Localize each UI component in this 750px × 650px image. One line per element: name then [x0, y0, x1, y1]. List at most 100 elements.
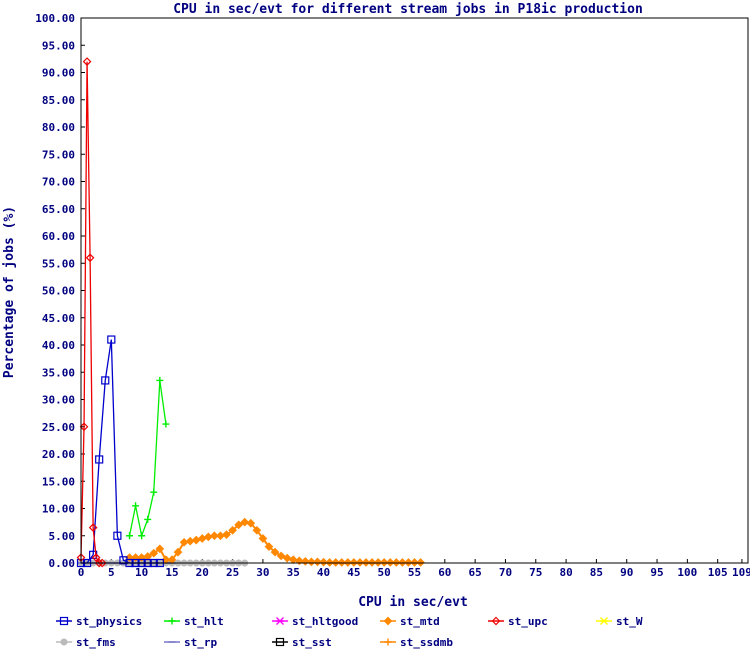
- y-tick-label: 100.00: [35, 12, 75, 25]
- st_mtd-point: [270, 547, 280, 557]
- st_mtd-point: [325, 558, 334, 567]
- st_mtd-point: [185, 536, 195, 546]
- st_mtd-point: [385, 558, 395, 567]
- y-tick-label: 35.00: [42, 366, 75, 379]
- x-tick-label: 20: [196, 566, 209, 579]
- st_physics-point: [95, 455, 104, 464]
- legend-label: st_upc: [508, 615, 548, 628]
- y-tick-label: 50.00: [42, 285, 75, 298]
- st_upc-point: [85, 253, 95, 263]
- x-tick-label: 70: [499, 566, 512, 579]
- st_mtd-point: [222, 530, 231, 540]
- st_mtd-point: [355, 558, 365, 567]
- st_mtd-point: [361, 558, 371, 567]
- y-tick-label: 70.00: [42, 176, 75, 189]
- legend-label: st_rp: [184, 636, 217, 649]
- legend-item-st_mtd: st_mtd: [380, 615, 440, 628]
- x-axis-label: CPU in sec/evt: [358, 595, 468, 610]
- st_physics-point: [107, 335, 116, 344]
- st_hlt-point: [162, 420, 170, 428]
- st_mtd-point: [391, 558, 401, 567]
- y-axis-label: Percentage of jobs (%): [2, 206, 17, 378]
- st_mtd-point: [149, 548, 159, 558]
- y-tick-label: 40.00: [42, 339, 75, 352]
- series-st_upc: [76, 57, 107, 568]
- legend-marker: [276, 617, 284, 625]
- legend-item-st_rp: st_rp: [164, 636, 217, 649]
- x-tick-label: 85: [590, 566, 603, 579]
- legend-marker: [600, 617, 608, 625]
- st_mtd-point: [191, 535, 201, 545]
- st_hlt-point: [132, 502, 140, 510]
- y-tick-label: 85.00: [42, 94, 75, 107]
- y-tick-label: 25.00: [42, 421, 75, 434]
- legend-item-st_hltgood: st_hltgood: [272, 615, 358, 628]
- legend-label: st_physics: [76, 615, 142, 628]
- st_upc-point: [79, 422, 89, 432]
- series-st_hlt: [126, 376, 170, 540]
- st_mtd-point: [203, 532, 213, 542]
- x-tick-label: 10: [135, 566, 148, 579]
- st_mtd-point: [246, 518, 256, 528]
- x-tick-label: 60: [438, 566, 451, 579]
- st_mtd-point: [343, 558, 353, 567]
- legend-label: st_hlt: [184, 615, 224, 628]
- x-tick-label: 95: [650, 566, 663, 579]
- legend-marker: [383, 616, 393, 626]
- st_mtd-point: [307, 557, 316, 567]
- legend-item-st_sst: st_sst: [272, 636, 332, 649]
- x-tick-label: 0: [78, 566, 85, 579]
- legend-label: st_mtd: [400, 615, 440, 628]
- legend-marker: [60, 638, 68, 646]
- st_mtd-point: [252, 525, 262, 535]
- st_mtd-point: [228, 525, 237, 535]
- st_mtd-point: [379, 558, 389, 567]
- y-tick-label: 45.00: [42, 312, 75, 325]
- legend: st_physics st_hlt st_hltgood st_mtd st_upc st…: [56, 615, 643, 649]
- st_mtd-point: [349, 558, 359, 567]
- st_upc-point: [88, 523, 98, 532]
- legend-item-st_hlt: st_hlt: [164, 615, 224, 628]
- y-tick-label: 95.00: [42, 39, 75, 52]
- legend-label: st_sst: [292, 636, 332, 649]
- st_mtd-point: [240, 517, 250, 527]
- st_mtd-point: [367, 558, 377, 567]
- y-tick-label: 80.00: [42, 121, 75, 134]
- legend-item-st_fms: st_fms: [56, 636, 116, 649]
- st_mtd-point: [173, 547, 183, 557]
- legend-item-st_W: st_W: [596, 615, 643, 628]
- st_mtd-point: [258, 534, 268, 543]
- x-tick-label: 100: [677, 566, 697, 579]
- st_mtd-point: [319, 557, 328, 567]
- x-tick-label: 105: [708, 566, 728, 579]
- st_mtd-point: [155, 544, 165, 554]
- chart-title: CPU in sec/evt for different stream jobs…: [173, 2, 643, 17]
- st_upc-point: [94, 558, 104, 568]
- y-tick-label: 30.00: [42, 394, 75, 407]
- st_mtd-point: [337, 558, 347, 567]
- st_mtd-point: [331, 558, 341, 567]
- st_upc-point: [97, 558, 107, 568]
- x-tick-label: 15: [165, 566, 178, 579]
- st_mtd-point: [373, 558, 383, 567]
- x-tick-label: 40: [317, 566, 330, 579]
- x-tick-label: 5: [108, 566, 115, 579]
- y-tick-label: 15.00: [42, 475, 75, 488]
- legend-label: st_ssdmb: [400, 636, 453, 649]
- y-axis-ticks: 0.00 5.00 10.00 15.00 20.00 25.00 30.00 35.00 40…: [35, 12, 85, 570]
- st_physics-point: [113, 531, 122, 540]
- x-tick-label: 109: [732, 566, 750, 579]
- legend-item-st_physics: st_physics: [56, 615, 142, 628]
- x-tick-label: 45: [347, 566, 360, 579]
- st_physics-point: [119, 556, 128, 565]
- legend-marker: [384, 638, 392, 646]
- st_mtd-point: [288, 555, 298, 565]
- st_hlt-point: [144, 515, 152, 523]
- st_physics-point: [101, 376, 110, 385]
- y-tick-label: 55.00: [42, 257, 75, 270]
- st_mtd-point: [264, 542, 274, 551]
- legend-marker: [275, 637, 285, 647]
- x-tick-label: 55: [408, 566, 421, 579]
- st_hlt-point: [138, 532, 146, 540]
